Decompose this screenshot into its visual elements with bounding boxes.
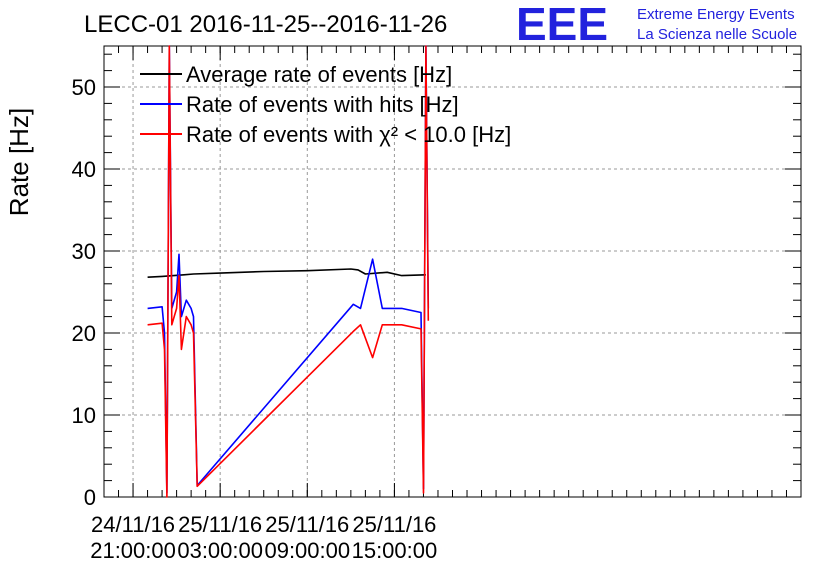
logo-line1: Extreme Energy Events [637, 6, 795, 23]
chart-title: LECC-01 2016-11-25--2016-11-26 [84, 11, 447, 38]
x-tick-time: 21:00:00 [90, 538, 176, 563]
y-axis-label: Rate [Hz] [4, 108, 34, 216]
x-tick-date: 25/11/16 [178, 512, 262, 537]
y-tick-label: 30 [72, 239, 96, 264]
y-tick-label: 20 [72, 321, 96, 346]
legend: Average rate of events [Hz] Rate of even… [140, 62, 511, 147]
x-tick-date: 25/11/16 [352, 512, 436, 537]
series-line-2 [147, 45, 430, 498]
eee-logo: EEE Extreme Energy Events La Scienza nel… [516, 0, 797, 50]
axis-ticks [103, 46, 802, 498]
y-tick-label: 50 [72, 75, 96, 100]
y-tick-label: 40 [72, 157, 96, 182]
x-tick-time: 03:00:00 [177, 538, 263, 563]
y-tick-labels: 0 10 20 30 40 50 [72, 75, 96, 510]
x-tick-date: 24/11/16 [91, 512, 175, 537]
data-series [147, 45, 430, 498]
grid-lines [104, 46, 801, 497]
legend-label-hits: Rate of events with hits [Hz] [186, 92, 459, 117]
series-line-0 [147, 268, 426, 278]
x-tick-time: 09:00:00 [264, 538, 350, 563]
x-tick-labels: 24/11/1621:00:0025/11/1603:00:0025/11/16… [90, 512, 437, 563]
legend-label-chi2: Rate of events with χ² < 10.0 [Hz] [186, 122, 511, 147]
logo-mark: EEE [516, 0, 608, 50]
x-tick-date: 25/11/16 [265, 512, 349, 537]
legend-label-average: Average rate of events [Hz] [186, 62, 452, 87]
y-tick-label: 0 [84, 485, 96, 510]
y-tick-label: 10 [72, 403, 96, 428]
logo-line2: La Scienza nelle Scuole [637, 26, 797, 43]
x-tick-time: 15:00:00 [352, 538, 438, 563]
